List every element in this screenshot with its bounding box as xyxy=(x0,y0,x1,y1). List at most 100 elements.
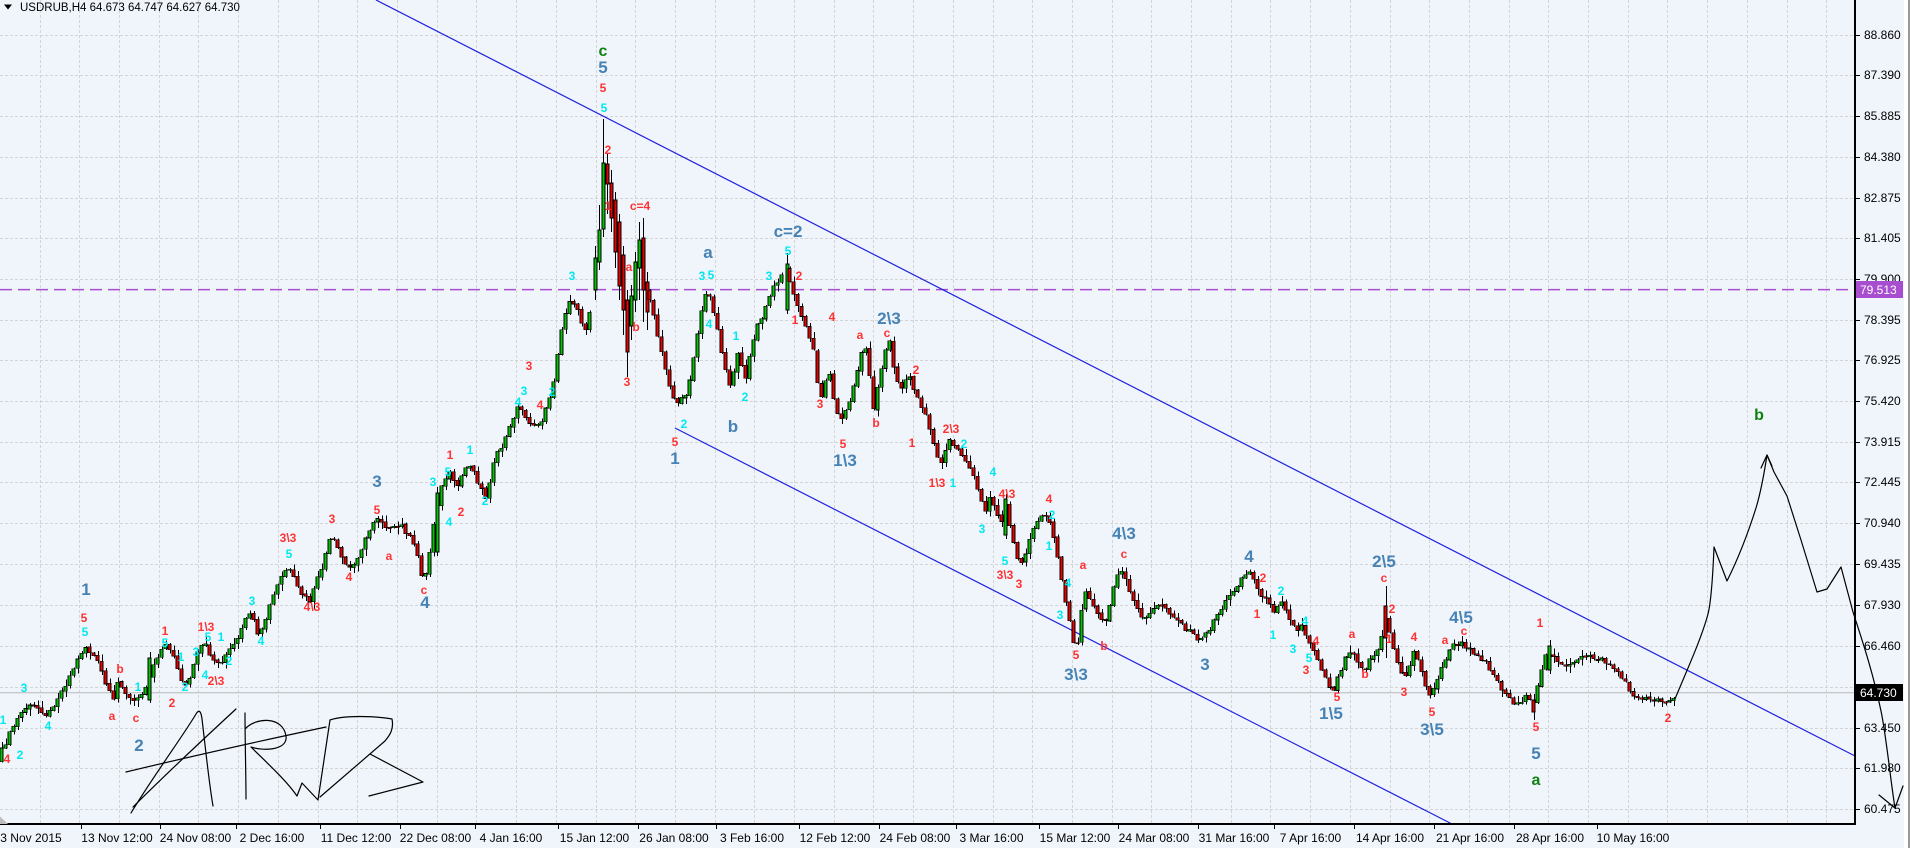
svg-text:4: 4 xyxy=(706,317,713,331)
svg-text:4: 4 xyxy=(990,465,997,479)
svg-text:5: 5 xyxy=(205,630,212,644)
svg-text:a: a xyxy=(386,549,393,563)
svg-text:2: 2 xyxy=(17,748,24,762)
svg-text:2: 2 xyxy=(1049,508,1056,522)
svg-text:c=4: c=4 xyxy=(630,199,651,213)
svg-text:a: a xyxy=(703,243,713,262)
svg-text:3: 3 xyxy=(372,472,381,491)
svg-text:3\3: 3\3 xyxy=(997,568,1014,582)
svg-text:24 Nov 08:00: 24 Nov 08:00 xyxy=(160,831,232,845)
svg-text:1\3: 1\3 xyxy=(833,451,857,470)
svg-text:60.475: 60.475 xyxy=(1864,802,1901,816)
svg-text:3: 3 xyxy=(1200,655,1209,674)
svg-text:1: 1 xyxy=(135,680,142,694)
svg-text:a: a xyxy=(1532,772,1541,789)
svg-text:USDRUB,H4 64.673 64.747 64.62: USDRUB,H4 64.673 64.747 64.627 64.730 xyxy=(20,2,240,14)
svg-text:b: b xyxy=(1754,407,1764,424)
svg-text:3 Nov 2015: 3 Nov 2015 xyxy=(0,831,62,845)
svg-text:21 Apr 16:00: 21 Apr 16:00 xyxy=(1436,831,1504,845)
svg-text:1: 1 xyxy=(0,713,7,727)
svg-text:1: 1 xyxy=(1270,628,1277,642)
svg-text:1: 1 xyxy=(447,448,454,462)
svg-text:4\3: 4\3 xyxy=(999,487,1016,501)
svg-text:5: 5 xyxy=(82,625,89,639)
svg-text:a: a xyxy=(857,328,864,342)
svg-text:4\3: 4\3 xyxy=(304,600,321,614)
svg-text:1\3: 1\3 xyxy=(929,476,946,490)
svg-text:4 Jan 16:00: 4 Jan 16:00 xyxy=(480,831,543,845)
svg-text:2: 2 xyxy=(482,494,489,508)
svg-text:5: 5 xyxy=(286,547,293,561)
svg-text:2\3: 2\3 xyxy=(877,309,901,328)
svg-text:2: 2 xyxy=(226,654,233,668)
svg-text:2: 2 xyxy=(796,269,803,283)
svg-text:b: b xyxy=(872,416,879,430)
svg-text:22 Dec 08:00: 22 Dec 08:00 xyxy=(400,831,472,845)
svg-text:73.915: 73.915 xyxy=(1864,435,1901,449)
svg-text:10 May 16:00: 10 May 16:00 xyxy=(1597,831,1670,845)
svg-text:2: 2 xyxy=(681,417,688,431)
svg-text:3\3: 3\3 xyxy=(280,531,297,545)
svg-text:1: 1 xyxy=(178,650,185,664)
svg-text:1: 1 xyxy=(1254,607,1261,621)
svg-text:15 Mar 12:00: 15 Mar 12:00 xyxy=(1040,831,1111,845)
svg-text:a: a xyxy=(626,260,633,274)
svg-text:2: 2 xyxy=(961,437,968,451)
svg-text:3: 3 xyxy=(624,375,631,389)
svg-text:2: 2 xyxy=(1278,584,1285,598)
svg-text:3\5: 3\5 xyxy=(1420,720,1444,739)
svg-text:87.390: 87.390 xyxy=(1864,68,1901,82)
svg-text:75.420: 75.420 xyxy=(1864,394,1901,408)
svg-text:3: 3 xyxy=(1303,663,1310,677)
svg-text:5: 5 xyxy=(785,244,792,258)
svg-text:5: 5 xyxy=(1334,690,1341,704)
svg-text:1: 1 xyxy=(467,443,474,457)
svg-text:88.860: 88.860 xyxy=(1864,28,1901,42)
svg-text:5: 5 xyxy=(162,636,169,650)
svg-text:85.885: 85.885 xyxy=(1864,109,1901,123)
svg-text:4: 4 xyxy=(1302,614,1309,628)
svg-text:3: 3 xyxy=(1401,685,1408,699)
svg-text:2: 2 xyxy=(169,696,176,710)
svg-text:4: 4 xyxy=(829,310,836,324)
svg-text:5: 5 xyxy=(708,268,715,282)
svg-text:4: 4 xyxy=(346,570,353,584)
svg-text:24 Feb 08:00: 24 Feb 08:00 xyxy=(880,831,951,845)
svg-text:66.460: 66.460 xyxy=(1864,639,1901,653)
svg-text:5: 5 xyxy=(1531,744,1540,763)
svg-text:79.513: 79.513 xyxy=(1860,283,1897,297)
svg-text:5: 5 xyxy=(672,435,679,449)
svg-text:15 Jan 12:00: 15 Jan 12:00 xyxy=(560,831,630,845)
svg-text:3: 3 xyxy=(1016,577,1023,591)
svg-text:c: c xyxy=(599,43,608,60)
svg-text:4: 4 xyxy=(202,668,209,682)
svg-text:4: 4 xyxy=(1313,634,1320,648)
svg-text:4: 4 xyxy=(1065,576,1072,590)
svg-text:4: 4 xyxy=(446,515,453,529)
svg-text:5: 5 xyxy=(840,437,847,451)
svg-text:4: 4 xyxy=(1046,492,1053,506)
svg-text:2: 2 xyxy=(1389,602,1396,616)
svg-text:3: 3 xyxy=(249,594,256,608)
svg-text:13 Nov 12:00: 13 Nov 12:00 xyxy=(81,831,153,845)
svg-text:3\3: 3\3 xyxy=(1064,665,1088,684)
svg-text:5: 5 xyxy=(1306,651,1313,665)
svg-text:1\3: 1\3 xyxy=(198,620,215,634)
svg-text:2: 2 xyxy=(134,736,143,755)
svg-text:3: 3 xyxy=(1290,642,1297,656)
svg-text:3: 3 xyxy=(21,681,28,695)
svg-text:c: c xyxy=(884,326,891,340)
svg-text:3 Feb 16:00: 3 Feb 16:00 xyxy=(720,831,784,845)
svg-text:76.925: 76.925 xyxy=(1864,353,1901,367)
svg-text:4: 4 xyxy=(537,398,544,412)
svg-text:3: 3 xyxy=(430,475,437,489)
svg-text:2: 2 xyxy=(1665,711,1672,725)
svg-text:2: 2 xyxy=(549,385,556,399)
svg-text:11 Dec 12:00: 11 Dec 12:00 xyxy=(321,831,392,845)
svg-text:3: 3 xyxy=(1057,608,1064,622)
svg-text:5: 5 xyxy=(600,81,607,95)
svg-text:1: 1 xyxy=(218,630,225,644)
svg-text:2\3: 2\3 xyxy=(943,422,960,436)
svg-text:c: c xyxy=(1461,624,1468,638)
svg-text:a: a xyxy=(1349,627,1356,641)
